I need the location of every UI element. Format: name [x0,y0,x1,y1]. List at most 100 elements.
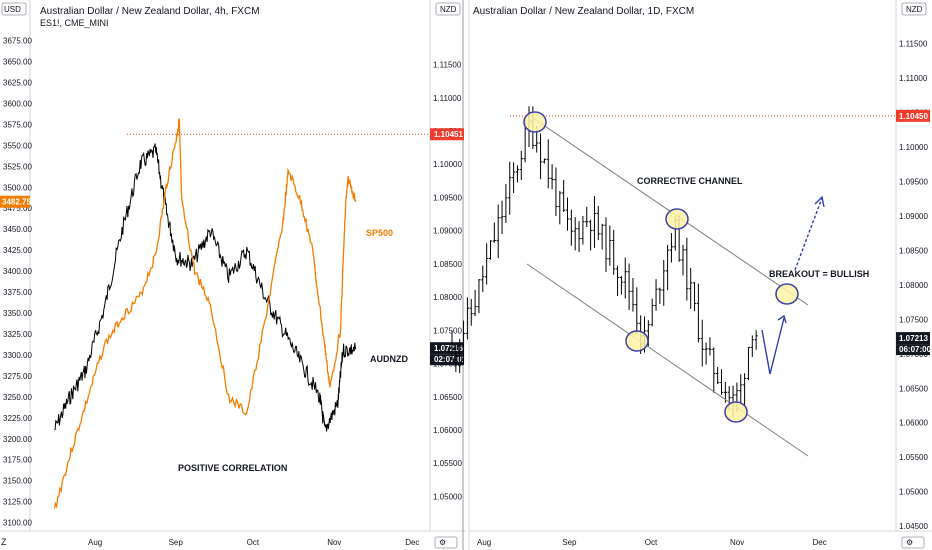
ohlc-bar [481,265,485,293]
ohlc-bar [754,330,758,350]
right-axis-tick-1: 1.11500 [899,39,928,48]
left-x-tick-2: Oct [247,538,260,547]
left-series-layer [53,118,357,509]
channel-lower-line[interactable] [526,263,809,457]
ohlc-bar [469,298,473,326]
ohlc-bar [562,179,566,212]
projection-arrow-short[interactable] [761,314,787,375]
ohlc-bar [692,282,697,312]
ohlc-bar [488,240,493,260]
ohlc-bar [600,223,604,250]
breakout-circle[interactable] [775,283,799,305]
ohlc-bar [589,219,593,251]
ohlc-bar [554,167,558,217]
ohlc-bar [719,369,724,395]
ohlc-bar [716,367,720,384]
left-axis-tick-17: 3250.00 [3,393,32,402]
left-axis-tick-21: 3150.00 [3,477,32,486]
ohlc-bar [538,133,543,180]
left-x-tick-3: Nov [327,538,341,547]
sp500-series-label: SP500 [366,228,393,238]
ohlc-bar [604,217,608,273]
ohlc-bar [631,277,635,312]
right-axis-tick-12: 1.06000 [899,419,928,428]
left-axis-tick-15: 3300.00 [3,351,32,360]
left-axis-tick-13: 3350.00 [3,309,32,318]
nzd-unit-label-right: NZD [906,5,923,14]
touch-circle-mid-upper[interactable] [665,208,689,230]
ohlc-bar [712,347,716,393]
ohlc-bar [458,338,462,374]
right-axis-tick-9: 1.07500 [899,315,928,324]
ohlc-bar [585,206,589,228]
right-chart-title: Australian Dollar / New Zealand Dollar, … [473,6,694,17]
ohlc-bar [635,287,639,335]
ohlc-bar [565,197,570,231]
ohlc-bar [592,195,597,248]
right-last-tag: 1.07213 06:07:00 [896,332,932,356]
left-panel: 3675.00 3650.00 3625.00 3600.00 3575.00 3550.… [0,0,470,550]
left-axis-tick-9: 3450.00 [3,225,32,234]
left-nzd-tick-0: 1.11500 [433,61,462,70]
touch-circle-bottom[interactable] [724,401,748,423]
right-axis-tick-2: 1.11000 [899,74,928,83]
usd-unit-label: USD [4,5,21,14]
settings-gear-icon[interactable]: ⚙ [439,538,446,547]
left-axis-tick-2: 3625.00 [3,78,32,87]
ohlc-bar [596,205,600,241]
right-x-tick-4: Dec [813,538,827,547]
ohlc-bar [746,346,751,381]
svg-text:02:07:01: 02:07:01 [434,355,467,364]
right-axis-tick-14: 1.05000 [899,488,928,497]
ohlc-bar [558,191,562,225]
ohlc-bar [681,244,685,276]
ohlc-bar [750,335,754,357]
left-nzd-tick-8: 1.07500 [433,326,462,335]
right-time-axis[interactable]: Aug Sep Oct Nov Dec [477,538,827,547]
left-nzd-tick-10: 1.06500 [433,393,462,402]
ohlc-bar [666,244,670,291]
settings-gear-icon-right[interactable]: ⚙ [906,538,913,547]
ohlc-bar [515,165,520,183]
right-axis-tick-8: 1.08000 [899,281,928,290]
positive-correlation-label: POSITIVE CORRELATION [178,463,287,473]
breakout-bullish-label: BREAKOUT = BULLISH [769,269,869,279]
ohlc-bar [450,330,454,360]
svg-text:1.10450: 1.10450 [899,112,928,121]
left-price-axis[interactable]: 3675.00 3650.00 3625.00 3600.00 3575.00 3550.… [3,37,32,528]
left-time-axis[interactable]: Aug Sep Oct Nov Dec [88,538,419,547]
ohlc-bar [573,217,577,251]
svg-text:1.07213: 1.07213 [899,334,928,343]
corrective-channel-label: CORRECTIVE CHANNEL [637,176,743,186]
ohlc-bar [669,233,674,263]
left-nzd-tick-3: 1.10000 [433,160,462,169]
right-axis-tick-13: 1.05500 [899,453,928,462]
right-x-tick-3: Nov [730,538,744,547]
ohlc-bar [623,257,627,299]
left-nzd-tick-5: 1.09000 [433,227,462,236]
left-sp500-tag: 3482.75 [0,195,31,208]
ohlc-bar [627,263,631,310]
ohlc-bar [500,200,504,235]
ohlc-bar [508,161,512,215]
right-axis-tick-11: 1.06500 [899,384,928,393]
touch-circle-mid-lower[interactable] [625,330,649,352]
left-x-tick-1: Sep [169,538,184,547]
ohlc-bar [650,298,654,327]
left-nzd-tick-11: 1.06000 [433,426,462,435]
touch-circle-top[interactable] [523,111,547,133]
left-nzd-tick-12: 1.05500 [433,459,462,468]
ohlc-bar [454,344,458,373]
left-nzd-tick-6: 1.08500 [433,260,462,269]
ohlc-bar [465,297,469,340]
left-resistance-tag: 1.10451 [430,128,464,141]
left-axis-tick-5: 3550.00 [3,141,32,150]
audnzd-series-label: AUDNZD [370,354,408,364]
projection-arrow-long[interactable] [794,195,825,271]
left-nzd-tick-13: 1.05000 [433,492,462,501]
left-nzd-tick-4: 1.09500 [433,193,462,202]
timezone-icon[interactable]: Z [1,537,7,547]
left-chart-subtitle: ES1!, CME_MINI [40,18,109,28]
ohlc-bar [581,215,585,245]
